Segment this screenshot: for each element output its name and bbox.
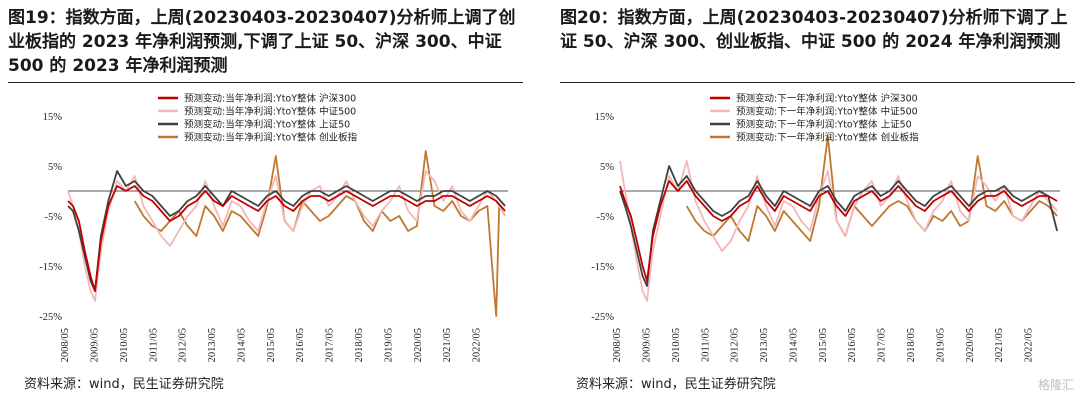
y-tick-label: -15% (591, 262, 614, 273)
x-tick-label: 2008/05 (612, 328, 623, 362)
chart-panel-20: 图20：指数方面，上周(20230403-20230407)分析师下调了上证 5… (560, 0, 1080, 401)
x-tick-label: 2008/05 (60, 328, 71, 362)
legend-label: 预测变动:下一年净利润:YtoY整体 创业板指 (736, 132, 919, 144)
x-tick-label: 2009/05 (89, 328, 100, 362)
y-tick-label: -5% (45, 212, 63, 223)
series-line (67, 170, 506, 292)
x-tick-label: 2016/05 (295, 328, 306, 362)
series-line (133, 150, 506, 317)
x-tick-label: 2010/05 (119, 328, 130, 362)
x-tick-label: 2011/05 (700, 328, 711, 362)
title-divider (560, 82, 1075, 83)
series-line (67, 170, 506, 302)
x-tick-label: 2014/05 (788, 328, 799, 362)
x-tick-label: 2017/05 (877, 328, 888, 362)
series-line (619, 160, 1058, 302)
legend-label: 预测变动:当年净利润:YtoY整体 上证50 (184, 119, 350, 131)
chart-title: 图20：指数方面，上周(20230403-20230407)分析师下调了上证 5… (560, 8, 1068, 52)
chart-title: 图19：指数方面，上周(20230403-20230407)分析师上调了创业板指… (8, 8, 516, 76)
series-line (67, 185, 506, 292)
line-chart-19: 15% 5% -5% -15% -25% 2008/05 2009/05 2010/05 201… (39, 93, 508, 362)
legend-label: 预测变动:下一年净利润:YtoY整体 上证50 (736, 119, 912, 131)
x-tick-label: 2016/05 (847, 328, 858, 362)
y-tick-label: 5% (48, 162, 62, 173)
y-tick-label: 5% (600, 162, 614, 173)
series-line (685, 135, 1058, 242)
y-tick-label: -25% (39, 312, 62, 323)
x-tick-label: 2020/05 (413, 328, 424, 362)
legend-label: 预测变动:下一年净利润:YtoY整体 沪深300 (736, 93, 918, 105)
y-tick-label: -5% (597, 212, 615, 223)
x-tick-label: 2022/05 (1024, 328, 1035, 362)
line-chart-20: 15% 5% -5% -15% -25% 2008/05 2009/05 2010/05 201… (591, 93, 1060, 362)
source-note: 资料来源：wind，民生证券研究院 (576, 377, 776, 392)
x-tick-label: 2018/05 (906, 328, 917, 362)
legend-label: 预测变动:当年净利润:YtoY整体 创业板指 (184, 132, 358, 144)
x-tick-label: 2022/05 (472, 328, 483, 362)
y-tick-label: 15% (595, 112, 615, 123)
x-tick-label: 2020/05 (965, 328, 976, 362)
source-note: 资料来源：wind，民生证券研究院 (24, 377, 224, 392)
legend-label: 预测变动:当年净利润:YtoY整体 中证500 (184, 106, 356, 118)
x-tick-label: 2013/05 (207, 328, 218, 362)
x-tick-label: 2011/05 (148, 328, 159, 362)
watermark-logo: 格隆汇 (1037, 378, 1074, 392)
legend-label: 预测变动:当年净利润:YtoY整体 沪深300 (184, 93, 356, 105)
series-line (619, 180, 1058, 282)
y-tick-label: -15% (39, 262, 62, 273)
y-tick-label: -25% (591, 312, 614, 323)
series-line (619, 165, 1058, 287)
x-tick-label: 2019/05 (383, 328, 394, 362)
x-tick-label: 2014/05 (236, 328, 247, 362)
x-tick-label: 2017/05 (325, 328, 336, 362)
x-tick-label: 2021/05 (442, 328, 453, 362)
x-tick-label: 2018/05 (354, 328, 365, 362)
x-tick-label: 2012/05 (178, 328, 189, 362)
y-tick-label: 15% (43, 112, 63, 123)
x-tick-label: 2012/05 (730, 328, 741, 362)
chart-panel-19: 图19：指数方面，上周(20230403-20230407)分析师上调了创业板指… (8, 0, 538, 401)
legend-label: 预测变动:下一年净利润:YtoY整体 中证500 (736, 106, 918, 118)
x-tick-label: 2010/05 (671, 328, 682, 362)
x-tick-label: 2019/05 (935, 328, 946, 362)
x-tick-label: 2013/05 (759, 328, 770, 362)
title-divider (8, 82, 523, 83)
x-tick-label: 2015/05 (266, 328, 277, 362)
x-tick-label: 2009/05 (641, 328, 652, 362)
x-tick-label: 2021/05 (994, 328, 1005, 362)
x-tick-label: 2015/05 (818, 328, 829, 362)
